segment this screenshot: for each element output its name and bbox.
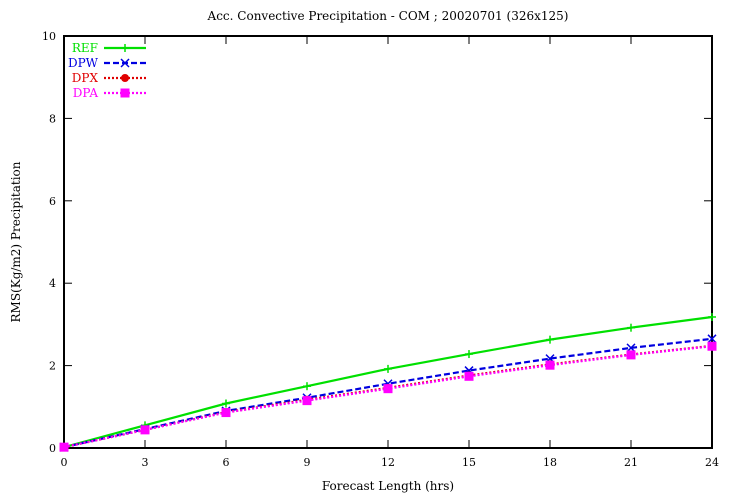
series-line-dpx [63, 344, 713, 449]
data-point-ref [708, 312, 716, 321]
data-point-dpw [707, 334, 717, 344]
legend-marker [120, 88, 130, 98]
y-tick-label: 4 [49, 277, 56, 290]
series-line-dpa [63, 345, 713, 449]
chart-title: Acc. Convective Precipitation - COM ; 20… [207, 9, 569, 23]
data-point-ref [303, 382, 311, 391]
data-point-dpa [302, 396, 312, 406]
series-line-ref [63, 315, 713, 449]
x-tick-label: 18 [543, 456, 557, 469]
data-point-ref [384, 364, 392, 373]
data-point-ref [546, 335, 554, 344]
x-tick-label: 6 [223, 456, 230, 469]
data-point-ref [222, 399, 230, 408]
data-point-dpa [59, 442, 69, 452]
series-line-dpw [63, 337, 713, 449]
series-markers [59, 312, 717, 452]
legend-label: DPW [68, 56, 99, 70]
y-tick-label: 0 [49, 442, 56, 455]
y-axis-label: RMS(Kg/m2) Precipitation [9, 161, 23, 322]
legend-marker [121, 44, 129, 52]
x-tick-label: 9 [304, 456, 311, 469]
y-tick-label: 2 [49, 360, 56, 373]
data-point-dpa [221, 408, 231, 418]
x-tick-label: 3 [142, 456, 149, 469]
y-tick-label: 10 [42, 30, 56, 43]
data-point-dpa [707, 341, 717, 351]
x-tick-label: 21 [624, 456, 638, 469]
series-lines [63, 315, 713, 449]
data-point-ref [465, 350, 473, 359]
legend-marker [121, 74, 129, 82]
data-point-dpa [464, 371, 474, 381]
data-point-ref [627, 323, 635, 332]
legend-marker [120, 58, 130, 68]
y-tick-label: 8 [49, 112, 56, 125]
x-axis-label: Forecast Length (hrs) [322, 479, 454, 493]
y-tick-label: 6 [49, 195, 56, 208]
data-point-dpa [383, 384, 393, 394]
legend-label: DPX [72, 71, 99, 85]
x-tick-label: 0 [61, 456, 68, 469]
data-point-dpa [545, 360, 555, 370]
x-tick-label: 15 [462, 456, 476, 469]
legend-label: REF [72, 41, 98, 55]
data-point-dpa [626, 350, 636, 360]
x-tick-label: 24 [705, 456, 719, 469]
legend-label: DPA [73, 86, 99, 100]
x-tick-label: 12 [381, 456, 395, 469]
data-point-dpa [140, 425, 150, 435]
